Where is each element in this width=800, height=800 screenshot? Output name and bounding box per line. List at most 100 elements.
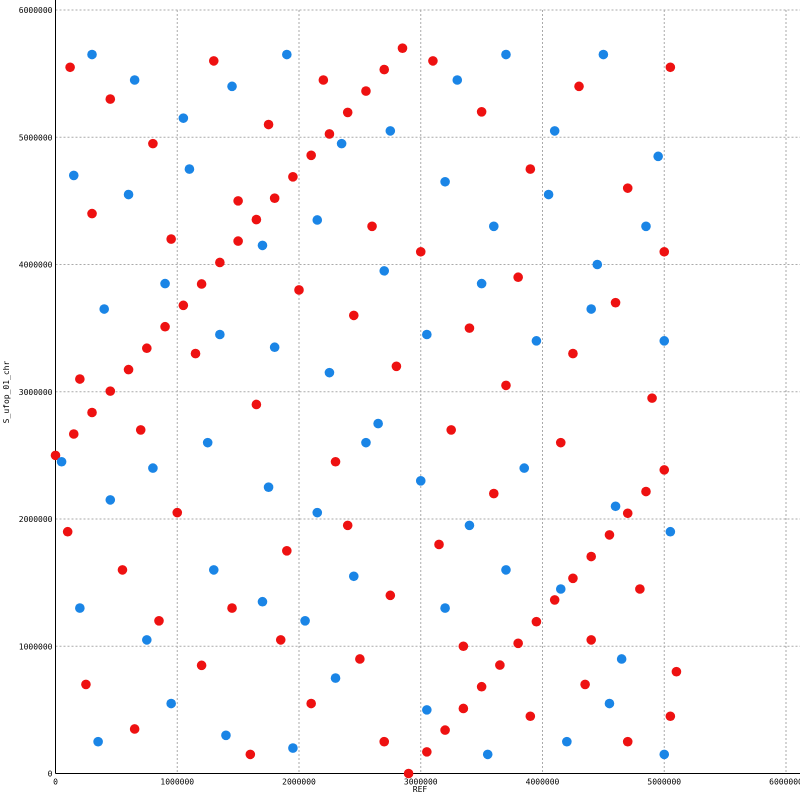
point <box>361 437 371 448</box>
point <box>330 673 341 683</box>
x-tick-label: 3000000 <box>404 778 438 787</box>
point <box>415 246 426 257</box>
point <box>428 56 438 66</box>
point <box>355 654 365 664</box>
point <box>117 565 128 575</box>
point <box>87 208 97 219</box>
point <box>330 456 341 467</box>
point <box>105 495 116 505</box>
point <box>671 666 682 677</box>
point <box>324 129 335 139</box>
point <box>555 584 566 594</box>
point <box>367 221 377 232</box>
point <box>568 573 578 584</box>
point <box>318 75 329 85</box>
point <box>190 348 201 359</box>
x-tick-label: 4000000 <box>526 778 560 787</box>
point <box>489 221 499 232</box>
point <box>659 246 670 257</box>
point <box>227 603 237 613</box>
y-tick-label: 0 <box>48 770 53 779</box>
point <box>342 107 353 118</box>
point <box>586 304 596 314</box>
point <box>422 747 432 757</box>
point <box>288 172 298 182</box>
point <box>166 234 176 244</box>
point <box>81 679 91 690</box>
y-tick-label: 6000000 <box>19 6 53 15</box>
point <box>562 736 572 747</box>
point <box>622 183 633 193</box>
point <box>397 43 408 53</box>
point <box>476 107 487 117</box>
point <box>610 501 621 512</box>
point <box>446 425 456 435</box>
point <box>208 565 219 575</box>
point <box>312 215 323 225</box>
point <box>65 62 75 73</box>
point <box>178 113 189 123</box>
point <box>178 300 189 311</box>
point <box>215 329 225 340</box>
point <box>385 126 396 136</box>
point <box>586 551 596 562</box>
point <box>172 507 183 518</box>
point <box>653 151 663 162</box>
point <box>105 94 116 104</box>
point <box>379 64 390 75</box>
point <box>129 724 140 734</box>
point <box>476 278 487 289</box>
point <box>75 374 85 384</box>
point <box>160 278 170 289</box>
point <box>148 463 158 473</box>
point <box>647 393 657 403</box>
point <box>68 170 79 181</box>
y-tick-label: 5000000 <box>19 133 53 142</box>
point <box>452 75 463 85</box>
point <box>306 150 316 161</box>
y-tick-label: 4000000 <box>19 261 53 270</box>
point <box>269 342 280 353</box>
point <box>659 465 670 475</box>
point <box>434 539 444 550</box>
point <box>464 323 475 333</box>
point <box>531 616 542 627</box>
y-tick-label: 3000000 <box>19 388 53 397</box>
point <box>513 272 523 283</box>
point <box>476 681 487 692</box>
y-tick-label: 1000000 <box>19 642 53 651</box>
point <box>665 711 676 722</box>
point <box>665 526 676 537</box>
point <box>245 749 256 760</box>
point <box>269 193 280 204</box>
point <box>549 126 560 136</box>
point <box>142 343 152 354</box>
point <box>482 749 493 760</box>
point <box>62 526 73 537</box>
point <box>336 138 347 149</box>
x-tick-label: 1000000 <box>160 778 194 787</box>
y-tick-label: 2000000 <box>19 515 53 524</box>
point <box>129 75 140 85</box>
point <box>208 56 219 66</box>
point <box>282 546 292 556</box>
point <box>257 240 268 251</box>
point <box>312 507 323 518</box>
point <box>422 329 432 340</box>
point <box>519 463 530 473</box>
point <box>251 399 262 410</box>
point <box>489 488 499 499</box>
point <box>75 603 85 613</box>
y-axis-label: S_ufop_01_chr <box>2 361 11 424</box>
point <box>160 321 170 332</box>
x-tick-label: 6000000 <box>769 778 800 787</box>
point <box>574 81 584 92</box>
point <box>391 361 402 372</box>
point <box>93 736 103 747</box>
point <box>68 429 79 439</box>
point <box>87 49 97 60</box>
point <box>422 705 432 715</box>
point <box>580 679 590 690</box>
point <box>361 86 371 96</box>
